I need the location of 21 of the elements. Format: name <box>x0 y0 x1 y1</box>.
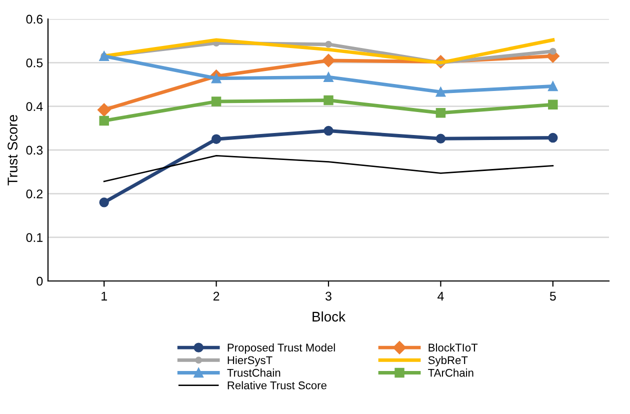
y-tick-label: 0.2 <box>26 189 43 198</box>
x-tick-label: 4 <box>438 292 444 300</box>
legend-label: Relative Trust Score <box>228 381 326 390</box>
legend-label: TrustChain <box>227 368 280 377</box>
y-axis-title: Trust Score <box>8 114 18 186</box>
x-tick-label: 1 <box>102 292 107 300</box>
x-tick-label: 5 <box>550 292 556 301</box>
x-axis-title: Block <box>312 311 346 322</box>
y-tick-label: 0 <box>36 276 43 286</box>
x-tick-label: 2 <box>213 292 220 300</box>
y-tick-label: 0.4 <box>26 102 43 111</box>
legend-label: HierSysT <box>228 356 272 366</box>
y-tick-label: 0.3 <box>26 146 43 155</box>
legend-label: Proposed Trust Model <box>228 343 335 354</box>
y-tick-label: 0.5 <box>26 58 43 68</box>
legend-label: BlockTIoT <box>428 343 478 352</box>
y-tick-label: 0.1 <box>26 233 43 242</box>
legend-label: TArChain <box>428 368 474 377</box>
x-tick-label: 3 <box>326 292 332 301</box>
legend-label: SybReT <box>428 356 468 366</box>
y-tick-label: 0.6 <box>26 14 43 24</box>
